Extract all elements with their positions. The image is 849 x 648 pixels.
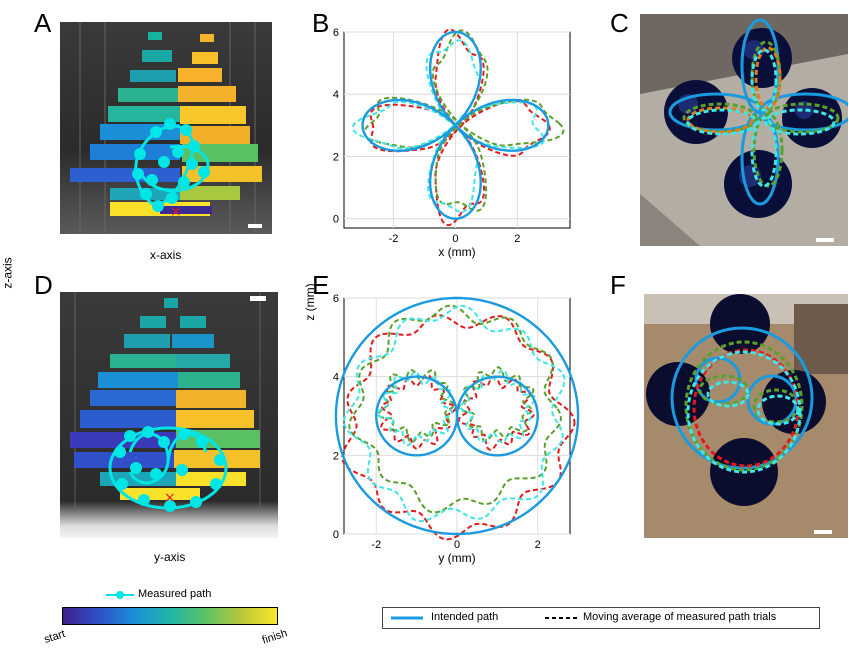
x-tick-label: -2 [389, 233, 399, 245]
moving-average-label: Moving average of measured path trials [583, 611, 777, 623]
chart-e: -2 0 2 0 2 4 6 y (mm) z (mm) [303, 283, 580, 565]
panel-letter-b: B [312, 8, 330, 38]
ultrasound-image-x: × [60, 22, 272, 234]
y-tick-label: 4 [333, 89, 339, 101]
x-tick-label: -2 [371, 539, 381, 551]
y-tick-label: 4 [333, 372, 339, 384]
y-axis-label: z (mm) [303, 283, 317, 320]
chart-b: -2 0 2 0 2 4 6 x (mm) [333, 27, 571, 259]
x-tick-label: 2 [535, 539, 541, 551]
trial-loop [380, 374, 457, 450]
trial-outer-1 [341, 314, 576, 541]
ultrasound-image-y: × [60, 292, 278, 538]
z-axis-label: z-axis [0, 257, 15, 289]
colorbar-start-label: start [42, 627, 67, 647]
trial-loop [457, 366, 535, 442]
trial-line-1 [369, 28, 551, 227]
intended-left-loop [375, 375, 459, 457]
x-tick-label: 0 [454, 539, 460, 551]
measured-path-label: Measured path [138, 588, 212, 600]
trial-loop [377, 369, 455, 443]
y-axis-caption: y-axis [154, 550, 186, 564]
intended-outer-circle [334, 296, 580, 536]
colorbar-finish-label: finish [260, 627, 289, 647]
svg-text:×: × [170, 204, 182, 220]
intended-path-line [361, 30, 550, 220]
x-tick-label: 2 [514, 233, 520, 245]
x-tick-label: 0 [452, 233, 458, 245]
y-tick-label: 0 [333, 529, 339, 541]
y-tick-label: 6 [333, 27, 339, 39]
x-axis-label: x (mm) [438, 245, 475, 259]
time-colorbar [62, 607, 278, 625]
panel-letter-f: F [610, 270, 626, 300]
y-tick-label: 2 [333, 450, 339, 462]
panel-letter-c: C [610, 8, 629, 38]
trial-loop [459, 369, 537, 444]
photo-f [644, 294, 848, 538]
svg-text:×: × [164, 490, 176, 506]
trial-line-2 [363, 29, 565, 212]
measured-path-legend-marker [106, 591, 134, 599]
intended-path-swatch [391, 616, 423, 620]
intended-right-loop [455, 375, 539, 457]
photo-c [640, 14, 848, 246]
panel-letter-e: E [312, 270, 330, 300]
x-axis-caption: x-axis [150, 248, 182, 262]
moving-average-swatch [545, 617, 577, 619]
x-axis-label: y (mm) [438, 551, 475, 565]
trial-outer-2 [348, 304, 562, 514]
intended-path-label: Intended path [431, 611, 499, 623]
panel-letter-d: D [34, 270, 53, 300]
trial-loop [376, 371, 453, 447]
panel-letter-a: A [34, 8, 52, 38]
trial-outer-3 [342, 304, 566, 523]
y-tick-label: 6 [333, 293, 339, 305]
y-tick-label: 2 [333, 151, 339, 163]
path-legend: Intended path Moving average of measured… [382, 607, 820, 629]
y-tick-label: 0 [333, 214, 339, 226]
